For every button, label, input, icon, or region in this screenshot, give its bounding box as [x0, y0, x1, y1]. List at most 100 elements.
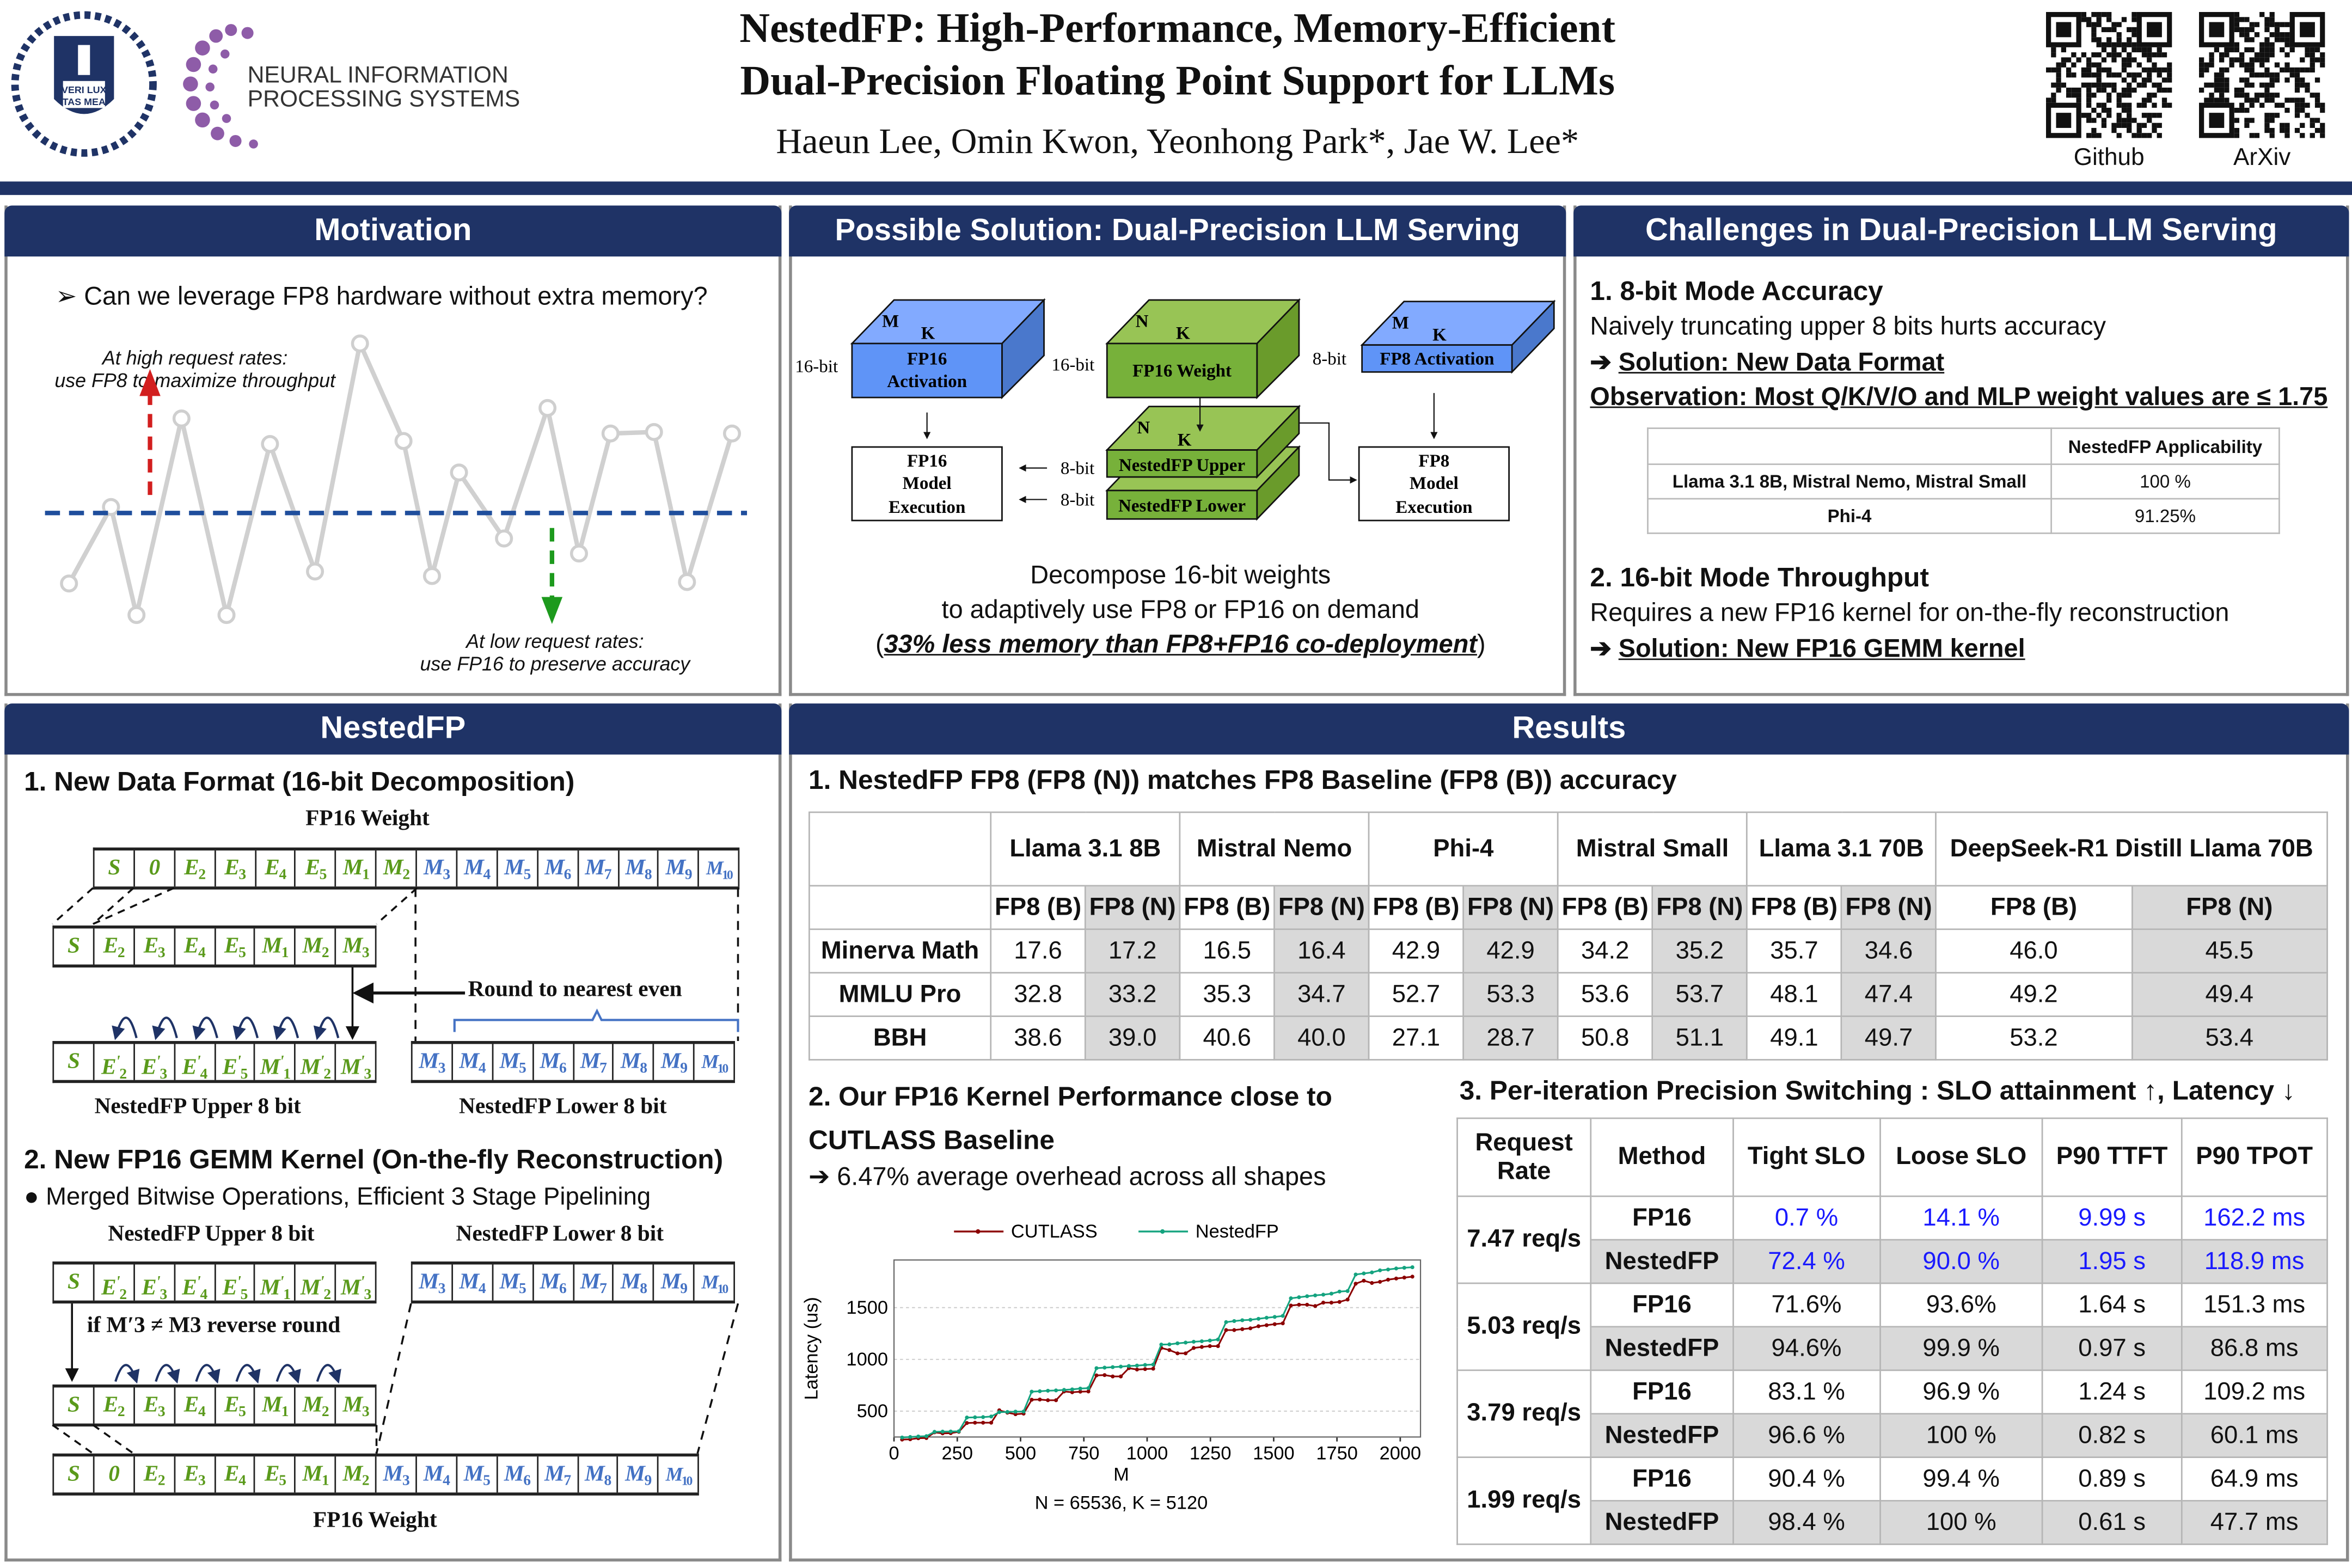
- fp8-nested-header: FP8 (N): [1084, 885, 1181, 930]
- connector-line: [92, 1424, 134, 1455]
- accuracy-value: 35.7: [1746, 928, 1842, 974]
- data-point: [1038, 1389, 1042, 1393]
- table-row: NestedFP 72.4 % 90.0 % 1.95 s 118.9 ms: [1457, 1239, 2328, 1284]
- table-row: 3.79 req/s FP16 83.1 % 96.9 % 1.24 s 109.2 ms: [1456, 1369, 2328, 1458]
- bit-cell: E4: [256, 850, 297, 887]
- accuracy-value: 47.4: [1840, 972, 1937, 1017]
- conference-name-line1: NEURAL INFORMATION: [247, 63, 509, 89]
- arxiv-label[interactable]: ArXiv: [2233, 145, 2291, 171]
- corner-cell: [808, 811, 992, 887]
- bit-cell: M7: [538, 1456, 579, 1493]
- data-point: [1362, 1278, 1366, 1283]
- data-point: [1256, 1324, 1261, 1328]
- bit-cell: E'2: [94, 1044, 135, 1083]
- bit-cell: M'3: [336, 1264, 377, 1303]
- method-name: FP16: [1590, 1369, 1734, 1415]
- data-point: [1216, 1344, 1220, 1349]
- lower-8bit-bits: M3 M4 M5 M6 M7 M8 M9 M10: [411, 1041, 736, 1083]
- request-rate-point: [569, 544, 588, 563]
- bit-cell: M10: [659, 1456, 700, 1493]
- data-point: [1102, 1373, 1107, 1377]
- lower-8bit-label: NestedFP Lower 8 bit: [456, 1222, 664, 1247]
- chart-caption: N = 65536, K = 5120: [1035, 1493, 1208, 1514]
- bit-cell: M6: [538, 850, 579, 887]
- request-rate-point: [60, 574, 78, 593]
- bit-cell: M3: [336, 1387, 377, 1424]
- benchmark-name: BBH: [808, 1015, 992, 1061]
- bit-cell: M4: [453, 1044, 493, 1080]
- accuracy-value: 46.0: [1935, 928, 2133, 974]
- data-point: [1321, 1301, 1326, 1305]
- challenges-title: Challenges in Dual-Precision LLM Serving: [1573, 205, 2349, 257]
- slo-value: 93.6%: [1879, 1282, 2043, 1328]
- accuracy-value: 17.2: [1084, 928, 1181, 974]
- data-point: [916, 1434, 921, 1439]
- bit-width-label: 16-bit: [795, 357, 838, 376]
- data-point: [1394, 1276, 1399, 1281]
- data-point: [1191, 1346, 1196, 1350]
- slo-value: 98.4 %: [1732, 1500, 1881, 1545]
- y-axis-label: Latency (us): [801, 1297, 822, 1400]
- x-tick-label: 750: [1068, 1443, 1099, 1464]
- data-point: [1151, 1367, 1155, 1371]
- desc-line-1: Decompose 16-bit weights: [1030, 561, 1331, 590]
- dual-precision-diagram: M K FP16 Activation N K FP16 Weight M K …: [795, 298, 1556, 522]
- applicability-model: Llama 3.1 8B, Mistral Nemo, Mistral Smal…: [1647, 463, 2052, 500]
- x-tick-label: 500: [1005, 1443, 1036, 1464]
- data-point: [1159, 1343, 1163, 1347]
- accuracy-value: 51.1: [1651, 1015, 1748, 1061]
- slo-value: 1.24 s: [2042, 1369, 2183, 1415]
- data-point: [1078, 1386, 1082, 1391]
- slo-value: 0.97 s: [2042, 1326, 2183, 1371]
- fp8-exec-label-1: FP8: [1418, 451, 1449, 471]
- arxiv-qr-code[interactable]: [2198, 12, 2325, 138]
- bit-cell: E3: [175, 1456, 216, 1493]
- fp8-nested-header: FP8 (N): [1273, 885, 1370, 930]
- bit-cell: M6: [534, 1264, 574, 1301]
- upper-8bit-label: NestedFP Upper 8 bit: [94, 1095, 301, 1119]
- request-rate-point: [601, 424, 620, 443]
- accuracy-value: 27.1: [1368, 1015, 1465, 1061]
- data-point: [1370, 1281, 1374, 1285]
- legend-marker: [976, 1229, 981, 1234]
- table-row: Minerva Math 17.6 17.2 16.5 16.4 42.9 42.9 34.2…: [808, 928, 2328, 974]
- bit-cell: E'2: [94, 1264, 135, 1303]
- kernel-heading-line1: 2. Our FP16 Kernel Performance close to: [808, 1081, 1332, 1112]
- data-point: [1410, 1265, 1414, 1270]
- accuracy-value: 40.0: [1273, 1015, 1370, 1061]
- data-point: [1199, 1345, 1204, 1349]
- arrow-icon: ➔: [1590, 634, 1612, 663]
- accuracy-value: 35.2: [1651, 928, 1748, 974]
- data-point: [1094, 1366, 1099, 1370]
- applicability-table: NestedFP Applicability Llama 3.1 8B, Mis…: [1647, 427, 2280, 534]
- connector-line: [93, 887, 175, 925]
- table-row: NestedFP 94.6% 99.9 % 0.97 s 86.8 ms: [1457, 1326, 2328, 1371]
- header-divider: [0, 181, 2352, 195]
- accuracy-value: 16.4: [1273, 928, 1370, 974]
- data-point: [1305, 1294, 1309, 1298]
- github-qr-code[interactable]: [2045, 12, 2172, 138]
- github-label[interactable]: Github: [2073, 145, 2145, 171]
- data-point: [1046, 1398, 1050, 1402]
- slo-value: 90.4 %: [1732, 1456, 1881, 1502]
- reverse-round-condition: if M′3 ≠ M3 reverse round: [87, 1314, 341, 1338]
- data-point: [1248, 1326, 1253, 1331]
- request-rate: 3.79 req/s: [1456, 1369, 1592, 1458]
- accuracy-value: 53.2: [1935, 1015, 2133, 1061]
- bit-cell: M8: [578, 1456, 619, 1493]
- request-rate-point: [351, 334, 369, 353]
- data-point: [1224, 1328, 1228, 1332]
- data-point: [981, 1415, 985, 1419]
- shift-arrow-icon: [112, 1016, 138, 1040]
- bit-cell: E5: [296, 850, 337, 887]
- data-point: [1289, 1303, 1293, 1308]
- request-rate-point: [450, 463, 468, 482]
- desc-line-2: to adaptively use FP8 or FP16 on demand: [941, 595, 1419, 624]
- bit-cell: S: [54, 928, 95, 965]
- reconstructed-fp16-bits: S 0 E2 E3 E4 E5 M1 M2 M3 M4 M5 M6 M7 M8 M9 M10: [52, 1453, 700, 1496]
- accuracy-value: 49.4: [2130, 972, 2328, 1017]
- series-line-cutlass: [902, 1276, 1413, 1441]
- bit-cell: M3: [413, 1044, 453, 1080]
- data-point: [1070, 1387, 1074, 1392]
- nestedfp-panel: NestedFP 1. New Data Format (16-bit Deco…: [4, 703, 782, 1562]
